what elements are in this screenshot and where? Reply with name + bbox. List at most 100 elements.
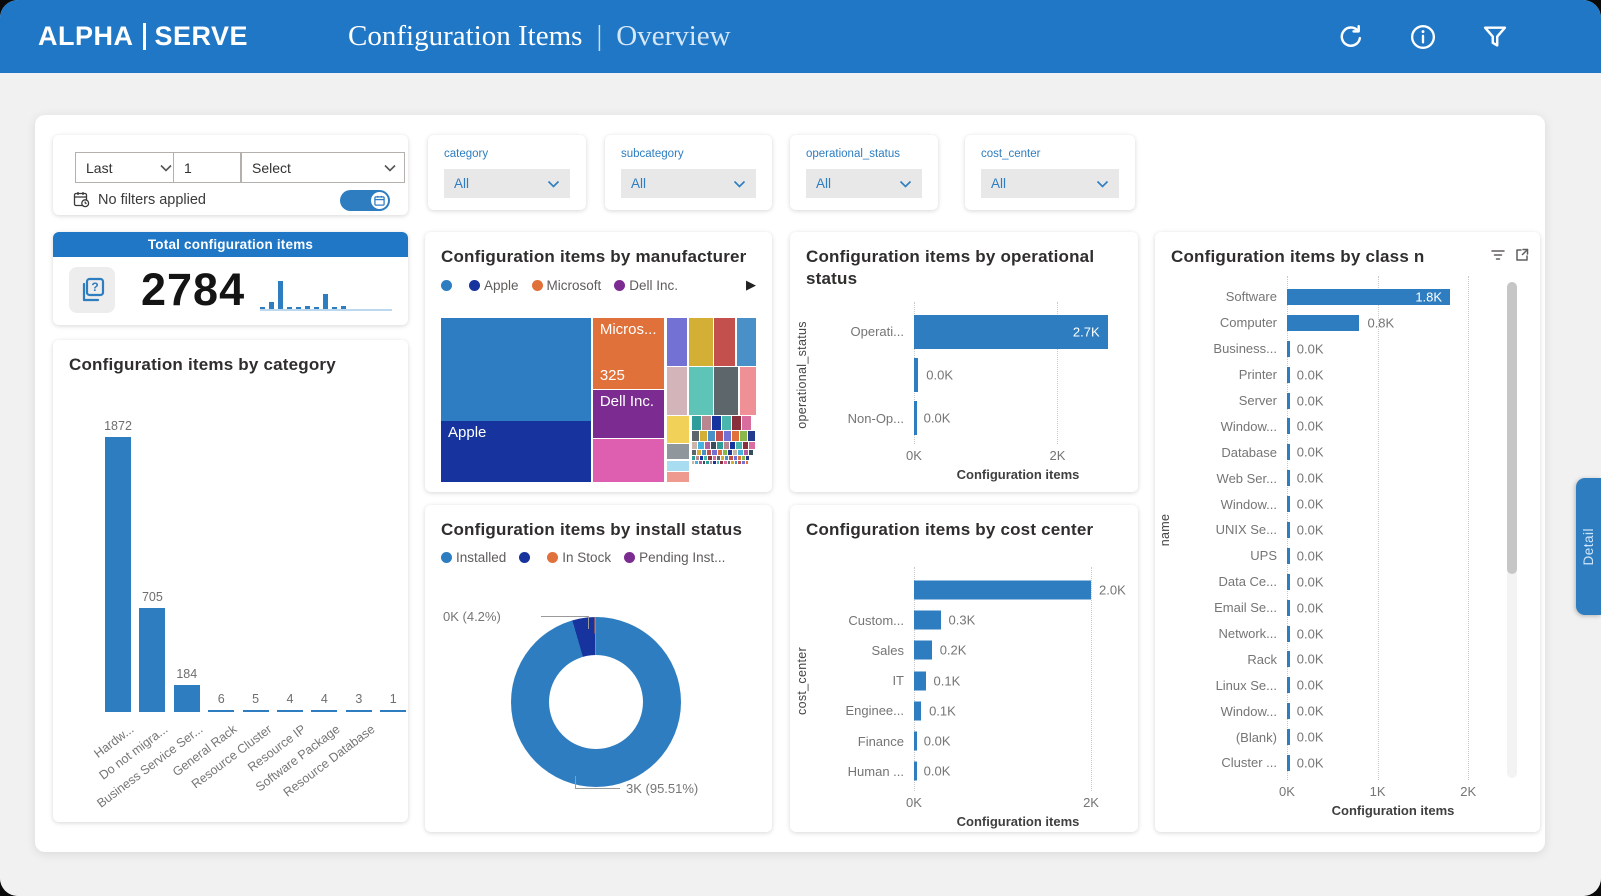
bar[interactable]	[208, 710, 235, 712]
bar[interactable]	[242, 710, 269, 712]
bar[interactable]	[1287, 340, 1290, 357]
treemap-tile[interactable]	[689, 367, 713, 415]
bar[interactable]	[914, 640, 932, 660]
treemap-tile	[707, 450, 712, 456]
chart-scrollbar-track[interactable]	[1507, 282, 1517, 778]
legend-item[interactable]	[519, 552, 534, 564]
bar[interactable]	[311, 710, 338, 712]
treemap-tile[interactable]	[714, 318, 736, 366]
bar[interactable]	[1287, 625, 1290, 642]
popout-icon[interactable]	[1514, 247, 1530, 263]
bar[interactable]	[105, 437, 131, 712]
info-icon[interactable]	[1409, 23, 1437, 51]
treemap-tile[interactable]	[714, 367, 738, 415]
bar[interactable]	[1287, 754, 1290, 771]
period-count-input[interactable]: 1	[173, 152, 241, 183]
bar[interactable]	[1287, 366, 1290, 383]
bar[interactable]	[139, 608, 166, 712]
bar[interactable]	[1287, 729, 1290, 746]
treemap-tile[interactable]	[666, 472, 690, 482]
legend-item[interactable]: Pending Inst...	[624, 550, 725, 565]
legend-item[interactable]: Apple	[469, 278, 519, 293]
bar[interactable]	[914, 314, 1108, 349]
bar[interactable]	[1287, 573, 1290, 590]
bar[interactable]	[1287, 521, 1290, 538]
treemap-tile	[691, 416, 701, 431]
bar[interactable]	[173, 684, 200, 712]
bar[interactable]	[1287, 496, 1290, 513]
slicer-dropdown[interactable]: All	[806, 169, 922, 198]
treemap-tile[interactable]	[666, 318, 688, 366]
bar[interactable]	[1287, 651, 1290, 668]
bar[interactable]	[914, 701, 922, 721]
select-dropdown[interactable]: Select	[241, 152, 405, 183]
bar[interactable]	[914, 610, 941, 630]
bar[interactable]	[1287, 314, 1360, 331]
slicer-dropdown[interactable]: All	[444, 169, 570, 198]
operational-status-chart[interactable]: Operati... 2.7K 0.0K Non-Op... 0.0K 0K 2K Confi…	[795, 302, 1122, 482]
filter-status: No filters applied	[73, 191, 206, 208]
bar[interactable]	[1287, 418, 1290, 435]
legend-dot-icon	[441, 552, 452, 564]
treemap-tile[interactable]: Dell Inc.	[592, 390, 665, 438]
refresh-icon[interactable]	[1337, 23, 1365, 51]
bar[interactable]	[1287, 288, 1451, 305]
bar[interactable]	[345, 710, 372, 712]
treemap-tile[interactable]	[689, 318, 713, 366]
value-label: 0.0K	[1296, 341, 1324, 357]
table-row: Window... 0.0K	[1169, 413, 1499, 439]
treemap-tile[interactable]	[592, 439, 665, 482]
bar[interactable]	[277, 710, 303, 712]
bar[interactable]	[914, 401, 917, 436]
treemap-tile[interactable]	[737, 318, 756, 366]
legend-more-arrow-icon[interactable]: ▶	[746, 277, 756, 293]
bar[interactable]	[380, 710, 407, 712]
bar[interactable]	[914, 731, 917, 751]
table-row: Data Ce... 0.0K	[1169, 569, 1499, 595]
chart-scrollbar-thumb[interactable]	[1507, 282, 1517, 574]
treemap-tile[interactable]	[666, 460, 690, 471]
legend-item[interactable]: Dell Inc.	[614, 278, 678, 293]
legend-item[interactable]	[441, 279, 456, 291]
card-header: Total configuration items	[53, 232, 408, 257]
bar[interactable]	[1287, 470, 1290, 487]
treemap-tile[interactable]	[441, 318, 591, 422]
bar[interactable]	[1287, 599, 1290, 616]
bar[interactable]	[1287, 677, 1290, 694]
filter-icon[interactable]	[1490, 247, 1506, 263]
bar[interactable]	[1287, 444, 1290, 461]
bar[interactable]	[914, 671, 926, 691]
manufacturer-treemap[interactable]: Apple Micros... 325 Dell Inc.	[441, 318, 756, 482]
treemap-tile[interactable]	[666, 444, 690, 460]
treemap-tile[interactable]	[739, 367, 756, 415]
treemap-tile[interactable]: Micros... 325	[592, 318, 665, 389]
cost-center-chart[interactable]: 2.0K Custom... 0.3K Sales 0.2K IT 0.1K Enginee.…	[795, 567, 1126, 829]
legend-item[interactable]: Microsoft	[531, 278, 601, 293]
legend-item[interactable]: In Stock	[547, 550, 611, 565]
bar-area: 0.0K	[1287, 465, 1499, 491]
treemap-tile[interactable]	[666, 416, 690, 443]
class-name-chart[interactable]: Software 1.8K Computer 0.8K Business... 0.0K P…	[1158, 276, 1499, 818]
donut-callout: 0K (4.2%)	[443, 609, 501, 624]
treemap-tile	[724, 461, 727, 465]
bar[interactable]	[914, 580, 1092, 600]
treemap-tile[interactable]	[666, 367, 688, 415]
treemap-tile	[736, 442, 742, 450]
date-slicer-toggle[interactable]	[340, 190, 390, 211]
bar[interactable]	[1287, 392, 1290, 409]
slicer-dropdown[interactable]: All	[981, 169, 1119, 198]
category-chart[interactable]: 1872 Hardw... 705 Do not migra... 184 Busines…	[67, 392, 407, 814]
install-status-donut[interactable]	[511, 617, 681, 787]
bar[interactable]	[914, 761, 917, 781]
slicer-dropdown[interactable]: All	[621, 169, 756, 198]
legend-dot-icon	[624, 552, 636, 564]
legend-item[interactable]: Installed	[441, 550, 506, 565]
filter-icon[interactable]	[1481, 23, 1509, 51]
detail-tab[interactable]: Detail	[1576, 478, 1601, 615]
period-type-dropdown[interactable]: Last	[75, 152, 181, 183]
value-label: 0.0K	[1296, 600, 1324, 616]
treemap-tile[interactable]: Apple	[441, 421, 591, 482]
bar[interactable]	[1287, 547, 1290, 564]
bar[interactable]	[914, 357, 919, 392]
bar[interactable]	[1287, 703, 1290, 720]
